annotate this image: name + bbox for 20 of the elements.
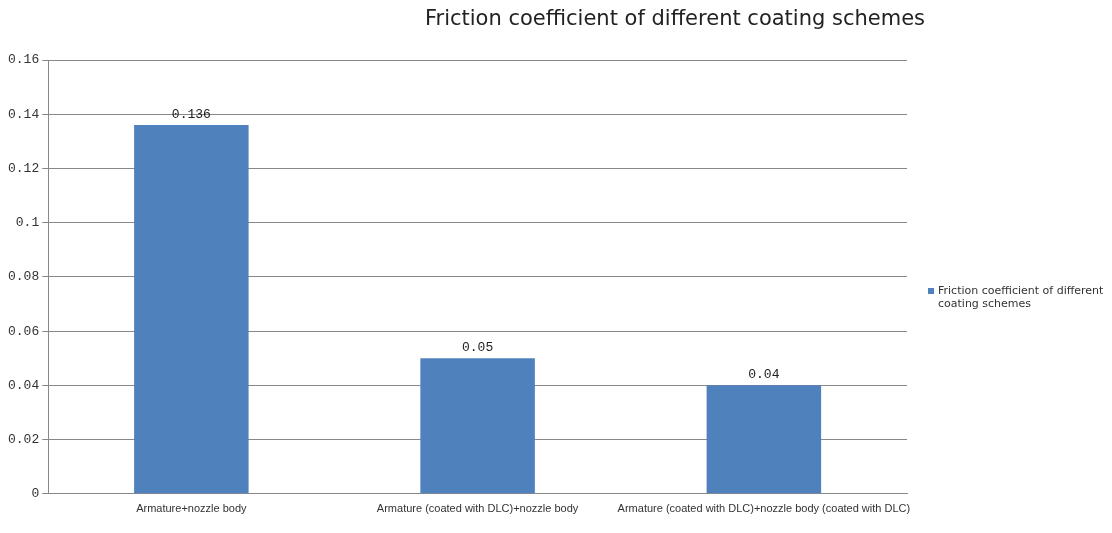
y-tick-label: 0.02: [7, 432, 40, 448]
y-tick-label: 0.16: [7, 52, 40, 68]
x-tick-label: Armature (coated with DLC)+nozzle body (coated with DLC): [617, 502, 911, 515]
bar: [706, 385, 822, 494]
data-label: 0.04: [748, 367, 780, 383]
y-tick-label: 0.12: [7, 160, 40, 176]
chart-title: Friction coefficient of different coating schemes: [423, 6, 927, 30]
y-tick-label: 0.14: [7, 106, 40, 122]
bar: [420, 358, 535, 494]
y-tick-label: 0.06: [7, 323, 40, 339]
data-label: 0.136: [171, 107, 211, 123]
y-tick-label: 0.1: [15, 215, 40, 231]
bar: [134, 125, 249, 494]
y-tick-label: 0.04: [7, 377, 40, 393]
legend-label: Friction coefficient of different coating schemes: [938, 284, 1105, 310]
y-tick-label: 0.08: [7, 269, 40, 285]
data-label: 0.05: [461, 340, 494, 356]
y-tick-label: 0: [31, 486, 40, 502]
x-tick-label: Armature+nozzle body: [136, 502, 248, 515]
x-tick-label: Armature (coated with DLC)+nozzle body: [376, 502, 579, 515]
